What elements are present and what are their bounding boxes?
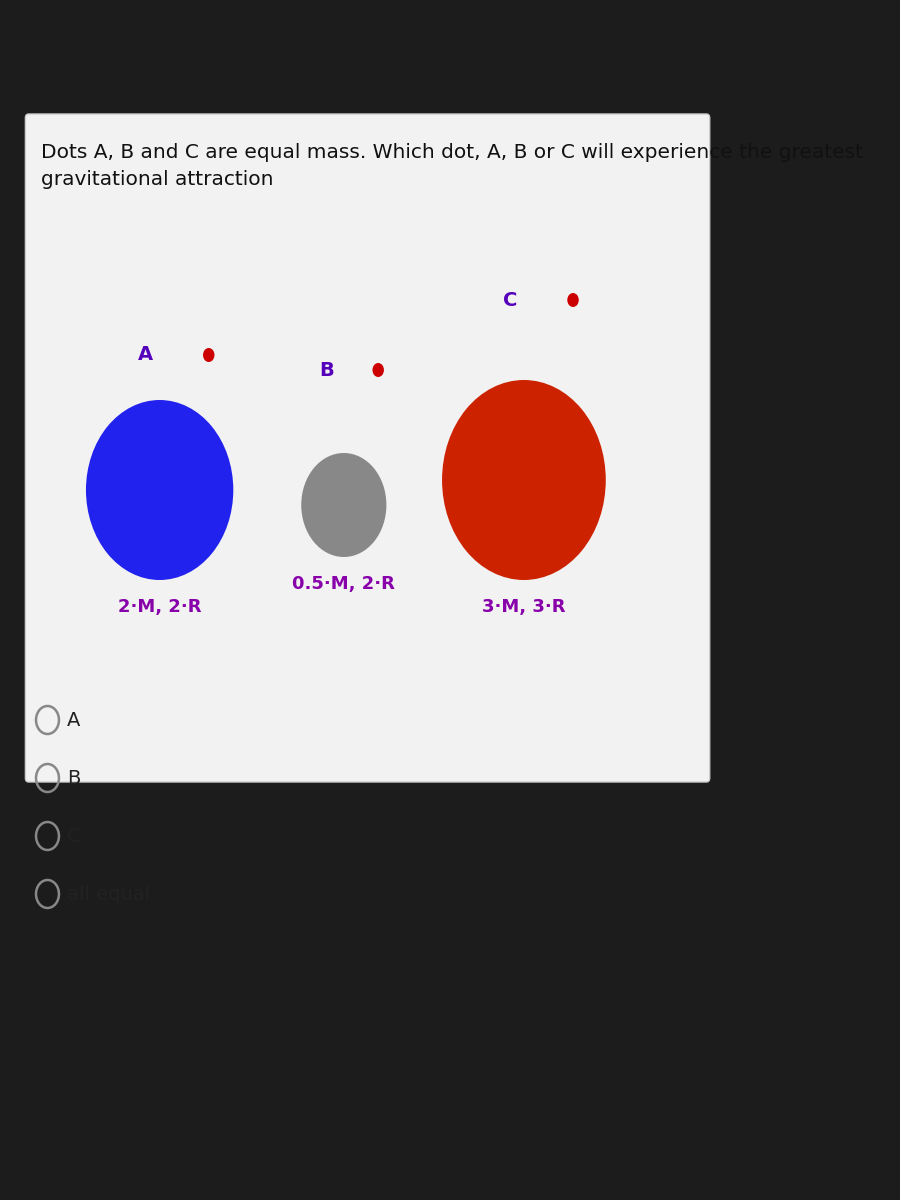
Text: C: C [68, 827, 81, 846]
Text: A: A [68, 710, 80, 730]
Text: 2·M, 2·R: 2·M, 2·R [118, 598, 202, 616]
Ellipse shape [567, 293, 579, 307]
Ellipse shape [442, 380, 606, 580]
FancyBboxPatch shape [25, 114, 710, 782]
Text: 3·M, 3·R: 3·M, 3·R [482, 598, 566, 616]
Text: gravitational attraction: gravitational attraction [40, 170, 274, 188]
Text: B: B [320, 360, 334, 379]
Text: C: C [503, 290, 517, 310]
Ellipse shape [302, 452, 386, 557]
Ellipse shape [373, 362, 384, 377]
Text: B: B [68, 768, 80, 787]
Ellipse shape [86, 400, 233, 580]
Text: 0.5·M, 2·R: 0.5·M, 2·R [292, 575, 395, 593]
Text: A: A [138, 346, 153, 365]
Ellipse shape [203, 348, 214, 362]
Text: all equal: all equal [68, 884, 150, 904]
Text: Dots A, B and C are equal mass. Which dot, A, B or C will experience the greates: Dots A, B and C are equal mass. Which do… [40, 143, 863, 162]
